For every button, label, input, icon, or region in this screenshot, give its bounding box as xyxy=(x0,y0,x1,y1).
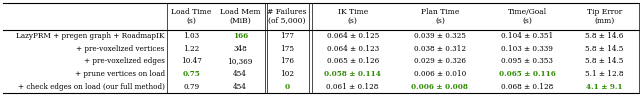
Text: 0.061 ± 0.128: 0.061 ± 0.128 xyxy=(326,83,379,91)
Text: 0.039 ± 0.325: 0.039 ± 0.325 xyxy=(414,32,466,40)
Text: 0.104 ± 0.351: 0.104 ± 0.351 xyxy=(501,32,553,40)
Text: + pre-voxelized vertices: + pre-voxelized vertices xyxy=(76,45,164,53)
Text: 0.79: 0.79 xyxy=(183,83,199,91)
Text: Tip Error
(mm): Tip Error (mm) xyxy=(587,8,622,25)
Text: 5.1 ± 12.8: 5.1 ± 12.8 xyxy=(586,70,624,78)
Text: Load Mem
(MiB): Load Mem (MiB) xyxy=(220,8,260,25)
Text: 176: 176 xyxy=(280,57,294,65)
Text: 5.8 ± 14.5: 5.8 ± 14.5 xyxy=(586,57,624,65)
Text: LazyPRM + pregen graph + RoadmapIK: LazyPRM + pregen graph + RoadmapIK xyxy=(16,32,164,40)
Text: 0.064 ± 0.123: 0.064 ± 0.123 xyxy=(326,45,379,53)
Text: 1.22: 1.22 xyxy=(183,45,199,53)
Text: 0.029 ± 0.326: 0.029 ± 0.326 xyxy=(414,57,466,65)
Text: Time/Goal
(s): Time/Goal (s) xyxy=(508,8,547,25)
Text: 0.006 ± 0.010: 0.006 ± 0.010 xyxy=(413,70,466,78)
Text: 5.8 ± 14.6: 5.8 ± 14.6 xyxy=(586,32,624,40)
Text: 5.8 ± 14.5: 5.8 ± 14.5 xyxy=(586,45,624,53)
Text: 175: 175 xyxy=(280,45,294,53)
Text: 0.006 ± 0.008: 0.006 ± 0.008 xyxy=(412,83,468,91)
Text: 0.103 ± 0.339: 0.103 ± 0.339 xyxy=(501,45,553,53)
Text: 10.47: 10.47 xyxy=(180,57,202,65)
Text: 0.065 ± 0.116: 0.065 ± 0.116 xyxy=(499,70,556,78)
Text: Plan Time
(s): Plan Time (s) xyxy=(420,8,459,25)
Text: + prune vertices on load: + prune vertices on load xyxy=(75,70,164,78)
Text: 0.095 ± 0.353: 0.095 ± 0.353 xyxy=(501,57,553,65)
Text: 1.03: 1.03 xyxy=(183,32,199,40)
Text: 348: 348 xyxy=(234,45,247,53)
Text: 0: 0 xyxy=(284,83,289,91)
Text: 10,369: 10,369 xyxy=(228,57,253,65)
Text: 0.038 ± 0.312: 0.038 ± 0.312 xyxy=(414,45,466,53)
Text: IK Time
(s): IK Time (s) xyxy=(337,8,368,25)
Text: 166: 166 xyxy=(233,32,248,40)
Text: 0.058 ± 0.114: 0.058 ± 0.114 xyxy=(324,70,381,78)
Text: # Failures
(of 5,000): # Failures (of 5,000) xyxy=(267,8,307,25)
Text: 0.065 ± 0.126: 0.065 ± 0.126 xyxy=(326,57,379,65)
Text: 0.064 ± 0.125: 0.064 ± 0.125 xyxy=(326,32,379,40)
Text: 454: 454 xyxy=(234,83,247,91)
Text: 454: 454 xyxy=(234,70,247,78)
Text: 4.1 ± 9.1: 4.1 ± 9.1 xyxy=(586,83,623,91)
Text: 0.068 ± 0.128: 0.068 ± 0.128 xyxy=(501,83,553,91)
Text: + check edges on load (our full method): + check edges on load (our full method) xyxy=(18,83,164,91)
Text: 177: 177 xyxy=(280,32,294,40)
Text: 102: 102 xyxy=(280,70,294,78)
Text: + pre-voxelized edges: + pre-voxelized edges xyxy=(84,57,164,65)
Text: Load Time
(s): Load Time (s) xyxy=(171,8,211,25)
Text: 0.75: 0.75 xyxy=(182,70,200,78)
